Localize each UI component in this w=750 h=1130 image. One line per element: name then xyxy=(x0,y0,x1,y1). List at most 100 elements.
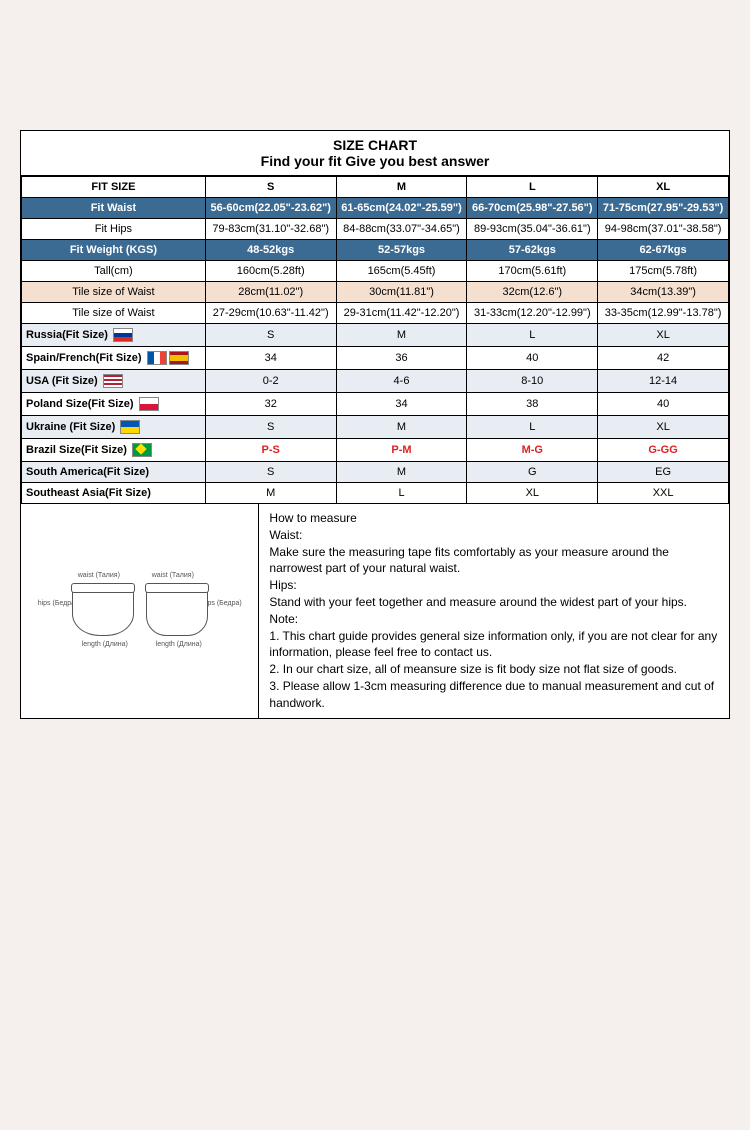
table-cell: XL xyxy=(598,416,729,439)
howto-note-3: 3. Please allow 1-3cm measuring differen… xyxy=(269,678,719,712)
table-cell: M xyxy=(336,416,467,439)
header-s: S xyxy=(205,177,336,198)
header-l: L xyxy=(467,177,598,198)
table-cell: 38 xyxy=(467,393,598,416)
table-cell: 84-88cm(33.07"-34.65") xyxy=(336,219,467,240)
row-label: Fit Weight (KGS) xyxy=(22,240,206,261)
row-label: Tall(cm) xyxy=(22,261,206,282)
table-row: Spain/French(Fit Size) 34364042 xyxy=(22,347,729,370)
table-cell: 94-98cm(37.01"-38.58") xyxy=(598,219,729,240)
es-flag-icon xyxy=(169,351,189,365)
row-label: Tile size of Waist xyxy=(22,282,206,303)
table-row: USA (Fit Size) 0-24-68-1012-14 xyxy=(22,370,729,393)
row-label: Tile size of Waist xyxy=(22,303,206,324)
table-cell: 56-60cm(22.05"-23.62") xyxy=(205,198,336,219)
table-cell: XXL xyxy=(598,483,729,504)
table-cell: XL xyxy=(598,324,729,347)
brief-front-icon xyxy=(72,586,134,636)
table-cell: 79-83cm(31.10"-32.68") xyxy=(205,219,336,240)
table-row: Fit Waist56-60cm(22.05"-23.62")61-65cm(2… xyxy=(22,198,729,219)
fr-flag-icon xyxy=(147,351,167,365)
howto-title: How to measure xyxy=(269,510,719,527)
table-cell: M xyxy=(336,324,467,347)
table-cell: S xyxy=(205,324,336,347)
br-flag-icon xyxy=(132,443,152,457)
table-cell: S xyxy=(205,462,336,483)
table-cell: G xyxy=(467,462,598,483)
row-label: USA (Fit Size) xyxy=(22,370,206,393)
table-cell: 4-6 xyxy=(336,370,467,393)
table-cell: 32 xyxy=(205,393,336,416)
table-row: Tile size of Waist27-29cm(10.63"-11.42")… xyxy=(22,303,729,324)
table-cell: 40 xyxy=(467,347,598,370)
table-cell: 33-35cm(12.99"-13.78") xyxy=(598,303,729,324)
table-row: Tall(cm)160cm(5.28ft)165cm(5.45ft)170cm(… xyxy=(22,261,729,282)
table-cell: 32cm(12.6") xyxy=(467,282,598,303)
howto-hips-h: Hips: xyxy=(269,577,719,594)
title-line1: SIZE CHART xyxy=(21,137,729,153)
pl-flag-icon xyxy=(139,397,159,411)
diagram-label-length: length (Длина) xyxy=(82,641,128,648)
row-label: Fit Hips xyxy=(22,219,206,240)
table-cell: 30cm(11.81") xyxy=(336,282,467,303)
table-cell: 89-93cm(35.04"-36.61") xyxy=(467,219,598,240)
table-cell: M xyxy=(205,483,336,504)
table-row: Fit Weight (KGS)48-52kgs52-57kgs57-62kgs… xyxy=(22,240,729,261)
title-block: SIZE CHART Find your fit Give you best a… xyxy=(21,131,729,176)
row-label: Fit Waist xyxy=(22,198,206,219)
us-flag-icon xyxy=(103,374,123,388)
diagram-label-length-2: length (Длина) xyxy=(156,641,202,648)
table-cell: 28cm(11.02") xyxy=(205,282,336,303)
table-cell: 175cm(5.78ft) xyxy=(598,261,729,282)
ua-flag-icon xyxy=(120,420,140,434)
table-cell: 12-14 xyxy=(598,370,729,393)
table-cell: 52-57kgs xyxy=(336,240,467,261)
header-row: FIT SIZE S M L XL xyxy=(22,177,729,198)
table-row: Poland Size(Fit Size) 32343840 xyxy=(22,393,729,416)
table-cell: L xyxy=(467,416,598,439)
table-cell: 66-70cm(25.98"-27.56") xyxy=(467,198,598,219)
bottom-section: waist (Талия) hips (Бедра) length (Длина… xyxy=(21,504,729,718)
size-chart-card: SIZE CHART Find your fit Give you best a… xyxy=(20,130,730,719)
row-label: Poland Size(Fit Size) xyxy=(22,393,206,416)
table-cell: 27-29cm(10.63"-11.42") xyxy=(205,303,336,324)
table-cell: 0-2 xyxy=(205,370,336,393)
diagram-label-hips-2: hips (Бедра) xyxy=(202,600,242,607)
howto-note-h: Note: xyxy=(269,611,719,628)
table-cell: 40 xyxy=(598,393,729,416)
how-to-measure: How to measure Waist: Make sure the meas… xyxy=(259,504,729,718)
row-label: Ukraine (Fit Size) xyxy=(22,416,206,439)
table-cell: 8-10 xyxy=(467,370,598,393)
table-cell: M xyxy=(336,462,467,483)
table-cell: 36 xyxy=(336,347,467,370)
row-label: South America(Fit Size) xyxy=(22,462,206,483)
table-cell: 170cm(5.61ft) xyxy=(467,261,598,282)
diagram-label-waist-2: waist (Талия) xyxy=(152,572,194,579)
table-cell: 62-67kgs xyxy=(598,240,729,261)
header-m: M xyxy=(336,177,467,198)
table-cell: 165cm(5.45ft) xyxy=(336,261,467,282)
howto-note-1: 1. This chart guide provides general siz… xyxy=(269,628,719,662)
ru-flag-icon xyxy=(113,328,133,342)
table-cell: L xyxy=(467,324,598,347)
howto-waist-t: Make sure the measuring tape fits comfor… xyxy=(269,544,719,578)
table-cell: M-G xyxy=(467,439,598,462)
howto-note-2: 2. In our chart size, all of meansure si… xyxy=(269,661,719,678)
table-row: Brazil Size(Fit Size) P-SP-MM-GG-GG xyxy=(22,439,729,462)
title-line2: Find your fit Give you best answer xyxy=(21,153,729,169)
table-cell: 57-62kgs xyxy=(467,240,598,261)
table-cell: P-S xyxy=(205,439,336,462)
table-cell: 48-52kgs xyxy=(205,240,336,261)
table-cell: S xyxy=(205,416,336,439)
header-xl: XL xyxy=(598,177,729,198)
table-cell: G-GG xyxy=(598,439,729,462)
row-label: Spain/French(Fit Size) xyxy=(22,347,206,370)
brief-back-icon xyxy=(146,586,208,636)
header-fit-size: FIT SIZE xyxy=(22,177,206,198)
size-table: FIT SIZE S M L XL Fit Waist56-60cm(22.05… xyxy=(21,176,729,504)
row-label: Southeast Asia(Fit Size) xyxy=(22,483,206,504)
measurement-diagram: waist (Талия) hips (Бедра) length (Длина… xyxy=(21,504,259,718)
table-cell: 29-31cm(11.42"-12.20") xyxy=(336,303,467,324)
table-cell: EG xyxy=(598,462,729,483)
howto-waist-h: Waist: xyxy=(269,527,719,544)
